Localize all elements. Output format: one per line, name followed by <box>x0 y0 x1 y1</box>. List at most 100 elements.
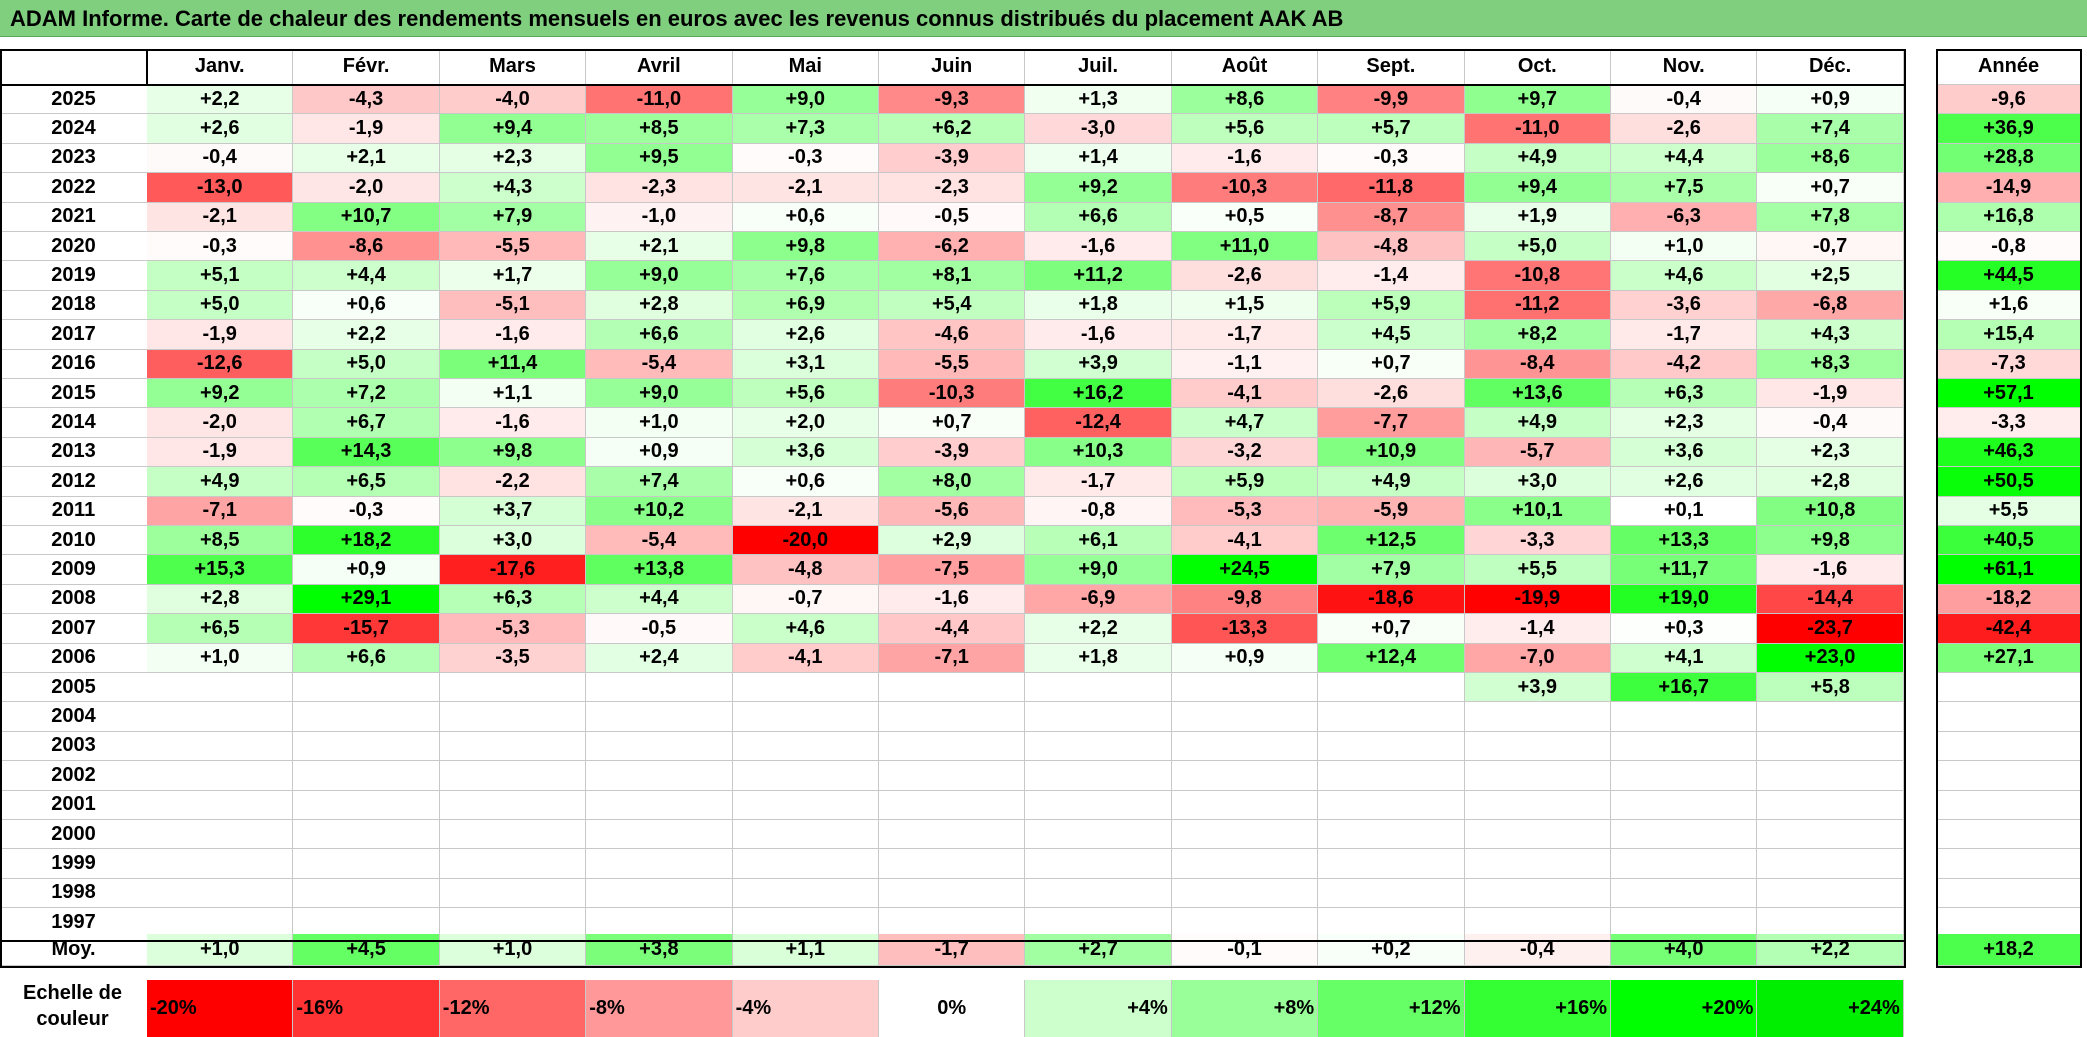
heatmap-cell: +2,9 <box>879 526 1026 556</box>
heatmap-cell <box>439 761 587 791</box>
heatmap-cell <box>147 820 294 850</box>
heatmap-cell: +10,3 <box>1025 437 1172 468</box>
heatmap-cell: -3,6 <box>1611 290 1758 321</box>
heatmap-cell: +4,5 <box>1318 320 1465 350</box>
heatmap-cell: +7,2 <box>293 379 440 409</box>
heatmap-cell: +4,3 <box>439 173 587 203</box>
heatmap-cell: +2,0 <box>732 408 879 438</box>
heatmap-cell: -10,3 <box>1171 173 1319 203</box>
heatmap-cell: +2,8 <box>147 584 294 615</box>
heatmap-cell: +2,3 <box>439 143 587 174</box>
heatmap-cell: +5,1 <box>147 261 294 291</box>
heatmap-cell: +2,8 <box>586 290 733 321</box>
heatmap-cell: -0,8 <box>1025 496 1172 526</box>
heatmap-cell <box>1025 820 1172 850</box>
heatmap-cell: +1,9 <box>1464 202 1611 232</box>
scale-step: -12% <box>439 980 587 1037</box>
heatmap-cell: +2,3 <box>1611 408 1758 438</box>
heatmap-cell: -7,0 <box>1464 643 1611 673</box>
heatmap-cell <box>1318 702 1465 732</box>
heatmap-cell: +24,5 <box>1171 555 1319 585</box>
heatmap-cell <box>732 702 879 732</box>
annual-cell: +5,5 <box>1937 496 2081 526</box>
heatmap-cell: +4,7 <box>1171 408 1319 438</box>
heatmap-cell: -11,0 <box>586 85 733 115</box>
average-cell: -1,7 <box>879 934 1026 966</box>
annual-cell: +27,1 <box>1937 643 2081 673</box>
heatmap-cell <box>1171 878 1319 909</box>
year-label: 2020 <box>0 232 147 262</box>
annual-cell: +50,5 <box>1937 467 2081 497</box>
annual-cell <box>1937 673 2081 703</box>
heatmap-cell <box>293 849 440 879</box>
heatmap-cell: -1,6 <box>1171 143 1319 174</box>
heatmap-cell: +11,4 <box>439 349 587 379</box>
heatmap-cell <box>1611 790 1758 820</box>
heatmap-cell: +6,3 <box>439 584 587 615</box>
heatmap-cell: +5,5 <box>1464 555 1611 585</box>
annual-cell <box>1937 908 2081 938</box>
heatmap-cell: +1,0 <box>147 643 294 673</box>
scale-step: +20% <box>1611 980 1758 1037</box>
scale-step: -20% <box>147 980 294 1037</box>
scale-step: -16% <box>293 980 440 1037</box>
heatmap-cell: +0,6 <box>293 290 440 321</box>
average-cell: -0,4 <box>1464 934 1611 966</box>
heatmap-cell: +1,4 <box>1025 143 1172 174</box>
heatmap-cell: -2,0 <box>147 408 294 438</box>
heatmap-cell: +6,6 <box>293 643 440 673</box>
year-label: 2015 <box>0 379 147 409</box>
heatmap-cell <box>1757 878 1904 909</box>
heatmap-cell: +8,5 <box>586 114 733 144</box>
heatmap-cell: +4,9 <box>1318 467 1465 497</box>
heatmap-cell: -1,4 <box>1318 261 1465 291</box>
average-label: Moy. <box>0 934 147 966</box>
heatmap-cell: -0,7 <box>732 584 879 615</box>
heatmap-cell <box>439 790 587 820</box>
heatmap-cell: +8,2 <box>1464 320 1611 350</box>
heatmap-cell: +11,2 <box>1025 261 1172 291</box>
heatmap-cell: +8,5 <box>147 526 294 556</box>
month-header: Mai <box>732 49 879 85</box>
heatmap-cell <box>293 731 440 762</box>
heatmap-cell <box>1171 849 1319 879</box>
year-label: 1997 <box>0 908 147 938</box>
heatmap-cell: -8,4 <box>1464 349 1611 379</box>
annual-cell: -0,8 <box>1937 232 2081 262</box>
heatmap-cell: -19,9 <box>1464 584 1611 615</box>
heatmap-cell: -5,3 <box>1171 496 1319 526</box>
heatmap-cell: +6,3 <box>1611 379 1758 409</box>
heatmap-cell: +5,0 <box>1464 232 1611 262</box>
heatmap-cell: +7,8 <box>1757 202 1904 232</box>
year-label: 2013 <box>0 437 147 468</box>
heatmap-cell: +8,6 <box>1757 143 1904 174</box>
year-label: 2001 <box>0 790 147 820</box>
year-label: 2018 <box>0 290 147 321</box>
heatmap-cell: +9,0 <box>586 261 733 291</box>
heatmap-cell: +7,9 <box>439 202 587 232</box>
heatmap-cell: +3,1 <box>732 349 879 379</box>
heatmap-cell <box>1318 878 1465 909</box>
heatmap-cell <box>293 790 440 820</box>
average-cell: +2,7 <box>1025 934 1172 966</box>
heatmap-cell: -7,7 <box>1318 408 1465 438</box>
heatmap-cell: -1,1 <box>1171 349 1319 379</box>
heatmap-cell: +4,3 <box>1757 320 1904 350</box>
heatmap-cell: +5,6 <box>1171 114 1319 144</box>
annual-cell: -9,6 <box>1937 85 2081 115</box>
heatmap-cell <box>586 673 733 703</box>
heatmap-cell: -5,4 <box>586 349 733 379</box>
heatmap-cell: +12,5 <box>1318 526 1465 556</box>
heatmap-cell: +0,6 <box>732 202 879 232</box>
heatmap-cell <box>879 673 1026 703</box>
heatmap-cell <box>1464 702 1611 732</box>
year-label: 2007 <box>0 614 147 644</box>
heatmap-cell <box>1464 878 1611 909</box>
heatmap-cell: +6,9 <box>732 290 879 321</box>
heatmap-cell <box>1171 673 1319 703</box>
heatmap-cell: +8,1 <box>879 261 1026 291</box>
heatmap-cell: -1,7 <box>1025 467 1172 497</box>
heatmap-cell: +19,0 <box>1611 584 1758 615</box>
heatmap-cell: +1,7 <box>439 261 587 291</box>
heatmap-cell: +6,1 <box>1025 526 1172 556</box>
